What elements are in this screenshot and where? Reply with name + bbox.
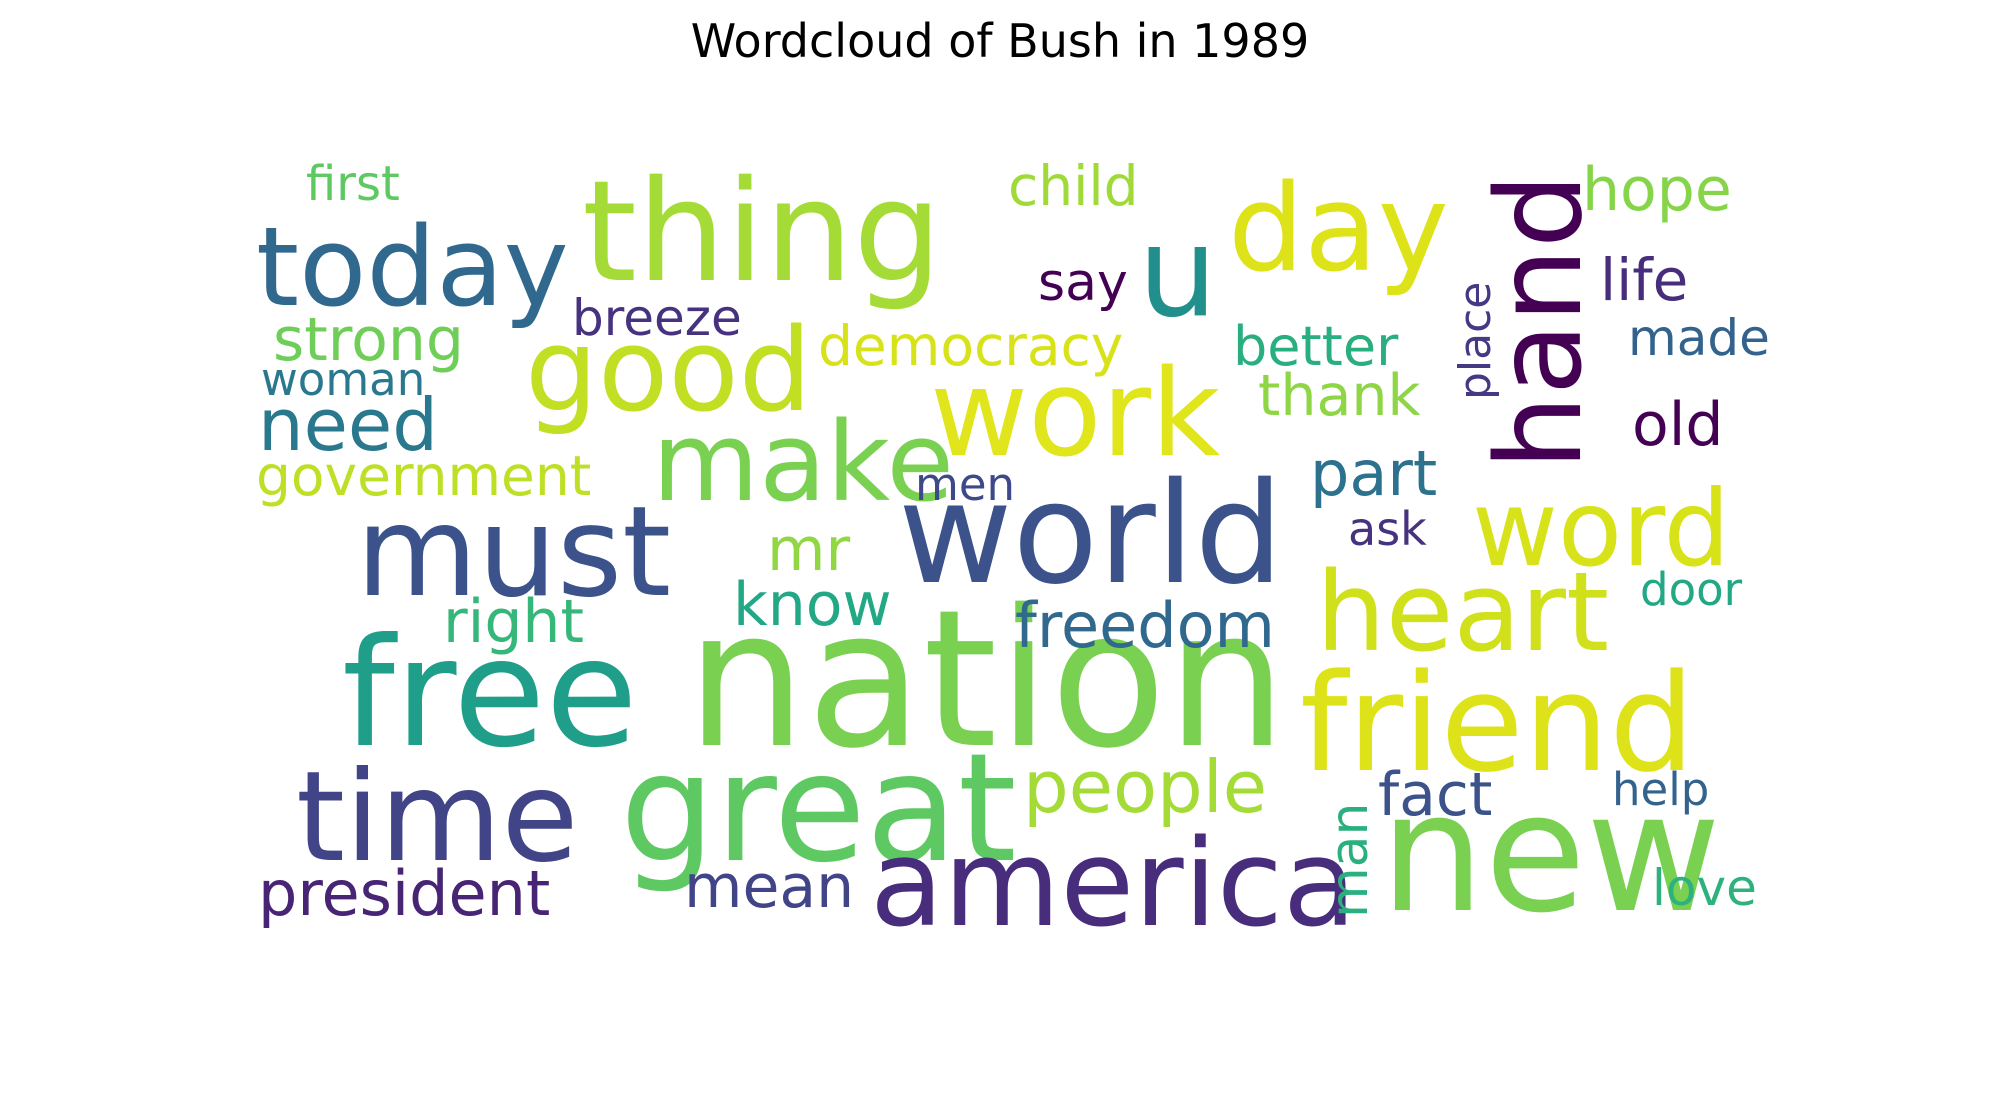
word-help: help <box>1612 763 1709 816</box>
word-fact: fact <box>1378 760 1492 830</box>
word-mr: mr <box>767 515 850 585</box>
word-ask: ask <box>1348 502 1427 556</box>
word-time: time <box>296 745 578 890</box>
word-say: say <box>1038 253 1128 313</box>
word-good: good <box>525 304 812 438</box>
word-strong: strong <box>273 305 464 375</box>
word-hope: hope <box>1582 155 1732 225</box>
word-thing: thing <box>582 151 942 314</box>
word-nation: nation <box>686 569 1287 790</box>
word-day: day <box>1228 160 1449 299</box>
word-president: president <box>258 857 550 930</box>
word-need: need <box>258 383 438 467</box>
word-hand: hand <box>1470 173 1608 470</box>
word-new: new <box>1380 757 1721 949</box>
word-u: u <box>1138 200 1217 345</box>
word-people: people <box>1023 745 1267 829</box>
word-right: right <box>443 587 584 657</box>
word-america: america <box>870 815 1356 954</box>
word-better: better <box>1233 315 1399 378</box>
word-democracy: democracy <box>818 314 1123 378</box>
word-today: today <box>256 203 569 331</box>
word-government: government <box>256 444 591 508</box>
word-know: know <box>733 570 892 640</box>
word-old: old <box>1632 390 1723 460</box>
word-breeze: breeze <box>572 289 742 347</box>
word-first: first <box>306 156 400 212</box>
word-life: life <box>1600 246 1688 314</box>
word-great: great <box>620 722 1017 896</box>
word-must: must <box>356 480 671 625</box>
word-place: place <box>1450 282 1501 400</box>
word-friend: friend <box>1300 645 1695 802</box>
word-men: men <box>915 458 1015 511</box>
word-free: free <box>342 607 638 781</box>
word-world: world <box>898 453 1283 616</box>
word-woman: woman <box>261 353 425 406</box>
word-love: love <box>1652 859 1757 917</box>
word-make: make <box>652 398 954 526</box>
word-freedom: freedom <box>1015 589 1275 662</box>
word-mean: mean <box>684 852 854 922</box>
word-made: made <box>1628 309 1770 367</box>
word-heart: heart <box>1316 548 1609 676</box>
word-word: word <box>1472 468 1730 590</box>
word-work: work <box>930 345 1221 484</box>
word-door: door <box>1640 563 1743 616</box>
word-child: child <box>1008 154 1139 218</box>
word-part: part <box>1310 437 1437 510</box>
chart-title: Wordcloud of Bush in 1989 <box>690 14 1310 68</box>
word-man: man <box>1320 803 1380 918</box>
word-thank: thank <box>1258 363 1421 429</box>
